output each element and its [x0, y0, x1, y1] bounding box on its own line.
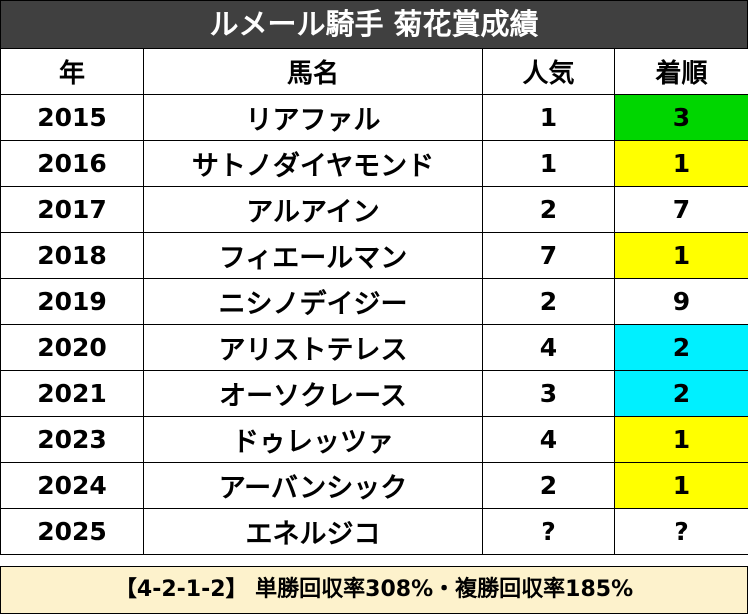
year-cell: 2016	[1, 141, 144, 187]
popularity-cell: 4	[483, 325, 615, 371]
horse-name-cell: アリストテレス	[144, 325, 483, 371]
header-horse: 馬名	[144, 49, 483, 95]
year-cell: 2017	[1, 187, 144, 233]
horse-name-cell: リアファル	[144, 95, 483, 141]
page-title: ルメール騎手 菊花賞成績	[0, 0, 748, 49]
finish-cell: 1	[615, 141, 748, 187]
year-cell: 2015	[1, 95, 144, 141]
summary-footer: 【4-2-1-2】 単勝回収率308%・複勝回収率185%	[0, 566, 748, 614]
popularity-cell: 7	[483, 233, 615, 279]
header-finish: 着順	[615, 49, 748, 95]
horse-name-cell: アーバンシック	[144, 463, 483, 509]
year-cell: 2023	[1, 417, 144, 463]
finish-cell: 1	[615, 233, 748, 279]
finish-cell: 2	[615, 371, 748, 417]
finish-cell: 2	[615, 325, 748, 371]
year-cell: 2020	[1, 325, 144, 371]
horse-name-cell: エネルジコ	[144, 509, 483, 555]
horse-name-cell: アルアイン	[144, 187, 483, 233]
horse-name-cell: サトノダイヤモンド	[144, 141, 483, 187]
finish-cell: 9	[615, 279, 748, 325]
header-popularity: 人気	[483, 49, 615, 95]
header-row: 年 馬名 人気 着順	[1, 49, 748, 95]
year-cell: 2021	[1, 371, 144, 417]
finish-cell: 1	[615, 417, 748, 463]
header-year: 年	[1, 49, 144, 95]
horse-name-cell: ドゥレッツァ	[144, 417, 483, 463]
year-cell: 2025	[1, 509, 144, 555]
year-cell: 2024	[1, 463, 144, 509]
popularity-cell: 4	[483, 417, 615, 463]
horse-name-cell: ニシノデイジー	[144, 279, 483, 325]
finish-cell: 3	[615, 95, 748, 141]
popularity-cell: ?	[483, 509, 615, 555]
popularity-cell: 1	[483, 95, 615, 141]
popularity-cell: 2	[483, 463, 615, 509]
horse-name-cell: フィエールマン	[144, 233, 483, 279]
finish-cell: ?	[615, 509, 748, 555]
popularity-cell: 2	[483, 187, 615, 233]
popularity-cell: 3	[483, 371, 615, 417]
popularity-cell: 1	[483, 141, 615, 187]
horse-name-cell: オーソクレース	[144, 371, 483, 417]
popularity-cell: 2	[483, 279, 615, 325]
finish-cell: 7	[615, 187, 748, 233]
year-cell: 2018	[1, 233, 144, 279]
finish-cell: 1	[615, 463, 748, 509]
year-cell: 2019	[1, 279, 144, 325]
